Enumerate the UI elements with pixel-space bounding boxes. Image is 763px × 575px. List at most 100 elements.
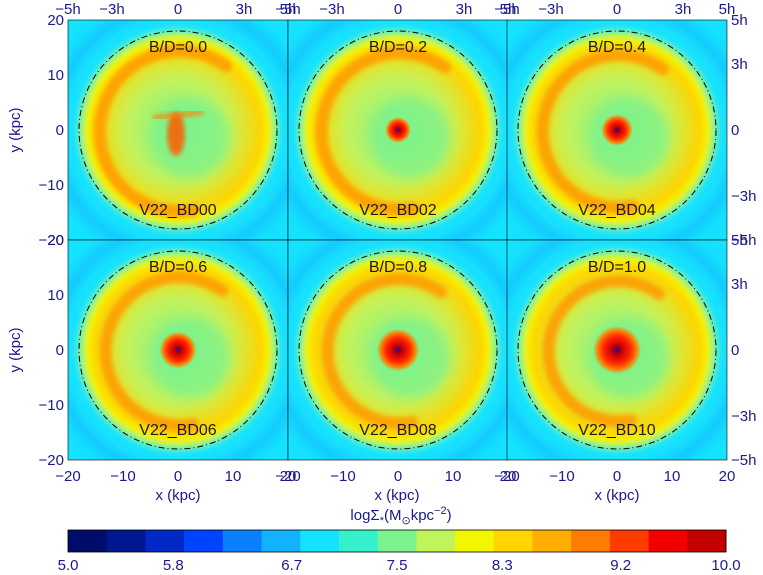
dashdot-circle [298, 250, 498, 450]
x-tick-label: 20 [500, 468, 517, 485]
panel-V22_BD10: B/D=1.0 V22_BD10 [506, 239, 728, 461]
y-tick-label: −20 [39, 452, 64, 469]
bulge [601, 114, 633, 146]
x-axis-label-left: x (kpc) [156, 487, 201, 504]
panel-map [288, 240, 508, 460]
colorbar-tick-label: 5.8 [163, 557, 184, 574]
x-axis-label-right: x (kpc) [595, 487, 640, 504]
panel-model-label: V22_BD06 [139, 422, 216, 439]
panel-model-label: V22_BD04 [578, 202, 655, 219]
top-h-tick-label: 5h [500, 1, 517, 18]
x-tick-label: −10 [549, 468, 574, 485]
top-h-tick-label: −5h [275, 1, 300, 18]
colorbar-tick-label: 10.0 [711, 557, 740, 574]
top-h-tick-label: −3h [538, 1, 563, 18]
right-h-tick-label: 3h [731, 276, 748, 293]
colorbar-frame [67, 529, 727, 553]
y-tick-label: 10 [47, 287, 64, 304]
colorbar-swatch [648, 530, 688, 552]
y-tick-label: −10 [39, 177, 64, 194]
colorbar-swatch [416, 530, 456, 552]
panel-V22_BD08: B/D=0.8 V22_BD08 [287, 239, 509, 461]
y-tick-label: 20 [47, 232, 64, 249]
right-h-tick-label: 3h [731, 56, 748, 73]
x-tick-label: 10 [225, 468, 242, 485]
right-h-tick-label: 5h [731, 12, 748, 29]
colorbar-swatch [145, 530, 185, 552]
panel-map [507, 240, 727, 460]
bar-feature [167, 112, 185, 156]
top-h-tick-label: 3h [456, 1, 473, 18]
y-tick-label: 0 [56, 342, 64, 359]
right-h-tick-label: 5h [731, 232, 748, 249]
panel-map [507, 20, 727, 240]
bulge [159, 331, 197, 369]
colorbar-swatch [571, 530, 611, 552]
x-tick-label: −10 [110, 468, 135, 485]
inner-trough [150, 98, 230, 178]
top-h-tick-label: −5h [55, 1, 80, 18]
y-axis-label-top: y (kpc) [7, 107, 24, 152]
y-tick-label: −20 [39, 232, 64, 249]
top-h-tick-label: 5h [280, 1, 297, 18]
right-h-tick-label: 0 [731, 342, 739, 359]
dashdot-circle [517, 250, 717, 450]
colorbar-swatch [377, 530, 417, 552]
spiral-arm [315, 47, 451, 216]
panel-title: B/D=0.2 [369, 39, 427, 56]
panel-V22_BD06: B/D=0.6 V22_BD06 [67, 239, 289, 461]
spiral-arm [99, 271, 229, 432]
right-h-tick-label: −5h [731, 452, 756, 469]
spiral-arm [536, 49, 669, 214]
colorbar-tick-label: 8.3 [492, 557, 513, 574]
dashdot-circle [78, 250, 278, 450]
top-h-tick-label: −3h [319, 1, 344, 18]
colorbar-swatch [455, 530, 495, 552]
axes: y (kpc) y (kpc) x (kpc) x (kpc) x (kpc) … [7, 1, 756, 504]
bulge [593, 326, 641, 374]
top-h-tick-label: 3h [675, 1, 692, 18]
x-tick-label: 0 [394, 468, 402, 485]
top-h-tick-label: 0 [394, 1, 402, 18]
y-tick-label: 20 [47, 12, 64, 29]
colorbar-swatch [106, 530, 146, 552]
colorbar: logΣ*(M⊙kpc−2) 5.0 5.8 6.7 7.5 8.3 9.2 10.0 [58, 505, 741, 574]
panel-title: B/D=0.6 [149, 259, 207, 276]
right-h-tick-label: −3h [731, 408, 756, 425]
panel-title: B/D=0.4 [588, 39, 646, 56]
dashdot-circle [78, 30, 278, 230]
panel-V22_BD02: B/D=0.2 V22_BD02 [287, 19, 509, 241]
colorbar-label: logΣ*(M⊙kpc−2) [350, 505, 451, 527]
right-h-tick-label: −3h [731, 188, 756, 205]
panel-model-label: V22_BD08 [359, 422, 436, 439]
x-tick-label: 10 [664, 468, 681, 485]
panel-map [68, 240, 288, 460]
right-h-tick-label: 0 [731, 122, 739, 139]
x-tick-label: 10 [445, 468, 462, 485]
x-tick-label: −20 [494, 468, 519, 485]
colorbar-swatch [300, 530, 340, 552]
colorbar-swatch [609, 530, 650, 552]
x-tick-label: 20 [280, 468, 297, 485]
colorbar-tick-label: 7.5 [387, 557, 408, 574]
x-tick-label: 20 [719, 468, 736, 485]
top-h-tick-label: 0 [174, 1, 182, 18]
x-tick-label: −10 [330, 468, 355, 485]
y-tick-label: 0 [56, 122, 64, 139]
panel-model-label: V22_BD02 [359, 202, 436, 219]
colorbar-swatch [222, 530, 263, 552]
colorbar-swatch [184, 530, 224, 552]
y-tick-label: −10 [39, 397, 64, 414]
x-axis-label-middle: x (kpc) [375, 487, 420, 504]
top-h-tick-label: −5h [494, 1, 519, 18]
bulge [376, 328, 420, 372]
colorbar-swatch [493, 530, 533, 552]
colorbar-tick-label: 9.2 [610, 557, 631, 574]
panel-map [68, 20, 288, 240]
panel-title: B/D=0.8 [369, 259, 427, 276]
y-tick-label: 10 [47, 67, 64, 84]
x-tick-label: 0 [174, 468, 182, 485]
panel-frame [506, 239, 728, 461]
x-tick-label: 0 [613, 468, 621, 485]
